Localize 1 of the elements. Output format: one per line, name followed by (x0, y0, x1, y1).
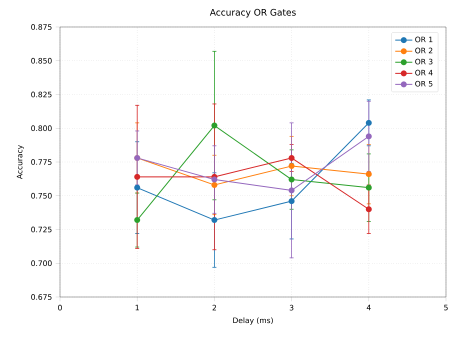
chart-title: Accuracy OR Gates (210, 8, 296, 18)
